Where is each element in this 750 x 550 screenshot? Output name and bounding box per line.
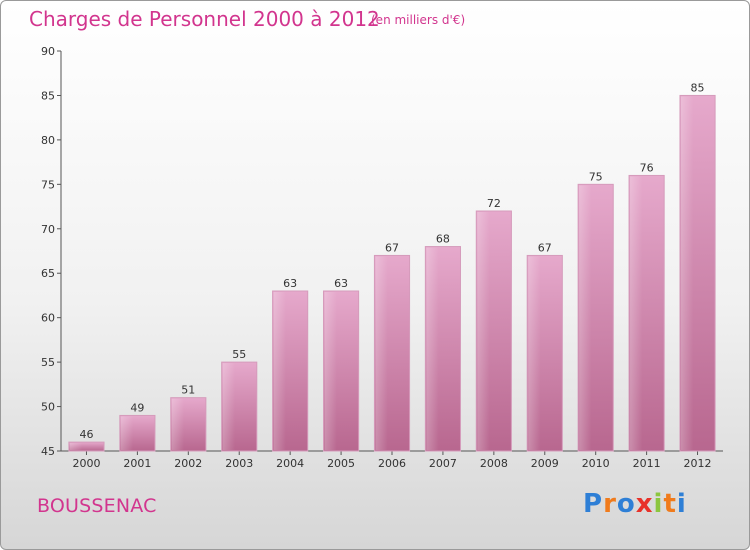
bar (68, 441, 105, 452)
bar-highlight (120, 416, 134, 450)
x-tick-label: 2011 (633, 457, 661, 470)
bar-value-label: 67 (385, 241, 399, 254)
x-tick-label: 2010 (582, 457, 610, 470)
bar-highlight (528, 256, 541, 450)
y-tick-label: 60 (41, 312, 55, 325)
x-tick-label: 2000 (72, 457, 100, 470)
bar-value-label: 68 (436, 233, 450, 246)
x-tick-label: 2007 (429, 457, 457, 470)
y-tick-label: 80 (41, 134, 55, 147)
logo-letter: x (635, 489, 654, 519)
y-tick-label: 85 (41, 89, 55, 102)
logo-letter: i (676, 489, 687, 519)
logo-letter: o (616, 489, 636, 519)
x-tick-label: 2002 (174, 457, 202, 470)
commune-name: BOUSSENAC (37, 495, 157, 517)
x-tick-label: 2003 (225, 457, 253, 470)
bar-highlight (171, 398, 185, 450)
bar-value-label: 51 (181, 384, 195, 397)
y-tick-label: 50 (41, 401, 55, 414)
bar-value-label: 67 (538, 241, 552, 254)
bar-highlight (477, 212, 490, 450)
bar-value-label: 63 (334, 277, 348, 290)
x-tick-label: 2009 (531, 457, 559, 470)
logo-letter: r (603, 489, 617, 519)
bar-value-label: 72 (487, 197, 501, 210)
bar-value-label: 75 (589, 170, 603, 183)
chart-title: Charges de Personnel 2000 à 2012 (29, 7, 380, 31)
bar-highlight (324, 292, 337, 450)
x-tick-label: 2008 (480, 457, 508, 470)
bar-value-label: 46 (79, 428, 93, 441)
chart-subtitle: (en milliers d'€) (371, 13, 466, 27)
bar-highlight (680, 96, 694, 450)
y-tick-label: 75 (41, 178, 55, 191)
bar-highlight (375, 256, 388, 450)
y-tick-label: 55 (41, 356, 55, 369)
x-tick-label: 2005 (327, 457, 355, 470)
bar-highlight (273, 292, 286, 450)
y-tick-label: 65 (41, 267, 55, 280)
bar-value-label: 63 (283, 277, 297, 290)
y-tick-label: 70 (41, 223, 55, 236)
bar-highlight (69, 443, 83, 450)
bar-value-label: 85 (691, 81, 705, 94)
bar-highlight (579, 185, 592, 451)
bar-value-label: 55 (232, 348, 246, 361)
proxiti-logo: Proxiti (583, 489, 687, 519)
y-tick-label: 90 (41, 45, 55, 58)
bar-highlight (222, 363, 235, 450)
logo-letter: t (663, 489, 677, 519)
y-tick-label: 45 (41, 445, 55, 458)
bar-value-label: 49 (130, 401, 144, 414)
x-tick-label: 2004 (276, 457, 304, 470)
bar-highlight (630, 176, 643, 450)
x-tick-label: 2006 (378, 457, 406, 470)
x-tick-label: 2001 (123, 457, 151, 470)
bar-highlight (426, 247, 439, 450)
logo-letter: P (583, 489, 604, 519)
bar-value-label: 76 (640, 161, 654, 174)
x-tick-label: 2012 (684, 457, 712, 470)
logo-letter: i (653, 489, 664, 519)
